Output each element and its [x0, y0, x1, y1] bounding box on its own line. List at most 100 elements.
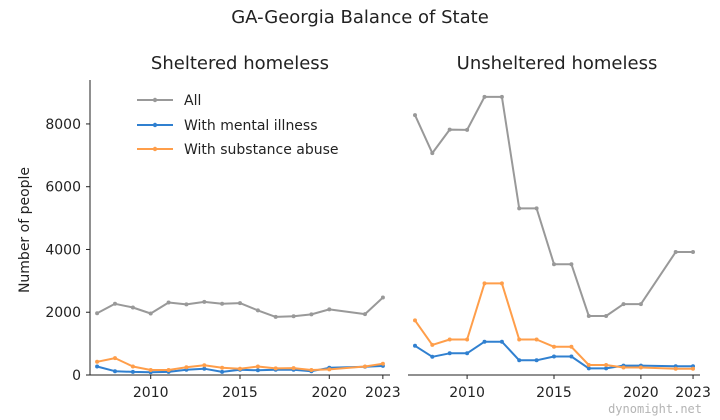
data-point-sheltered-substance-abuse-2009	[130, 364, 135, 369]
legend-item-substance: With substance abuse	[137, 142, 339, 158]
data-point-unsheltered-all-2017	[586, 314, 591, 318]
data-point-unsheltered-mental-illness-2009	[447, 351, 452, 356]
data-point-sheltered-mental-illness-2007	[95, 364, 100, 369]
legend-label-substance: With substance abuse	[184, 142, 339, 158]
data-point-unsheltered-substance-abuse-2016	[569, 344, 574, 349]
legend-item-all: All	[137, 93, 201, 109]
data-point-sheltered-substance-abuse-2011	[166, 368, 171, 372]
data-point-sheltered-substance-abuse-2019	[309, 368, 314, 372]
y-tick-label-8000: 8000	[45, 117, 81, 133]
data-point-sheltered-substance-abuse-2023	[380, 361, 385, 366]
data-point-unsheltered-mental-illness-2012	[499, 339, 504, 344]
data-point-unsheltered-mental-illness-2018	[604, 366, 609, 371]
x-tick-label-sheltered-2020: 2020	[311, 385, 347, 401]
data-point-unsheltered-all-2015	[552, 262, 556, 267]
series-line-sheltered-substance-abuse	[96, 357, 384, 371]
data-point-unsheltered-substance-abuse-2015	[552, 344, 556, 349]
data-point-sheltered-substance-abuse-2022	[363, 364, 367, 369]
legend-label-all: All	[184, 93, 201, 109]
data-point-unsheltered-mental-illness-2017	[586, 366, 591, 371]
x-tick-label-unsheltered-2020: 2020	[623, 385, 659, 401]
y-tick-label-2000: 2000	[45, 305, 81, 321]
data-point-sheltered-all-2013	[202, 299, 207, 304]
data-point-sheltered-all-2008	[113, 301, 117, 306]
panel-sheltered: 2010 2015 2020 2023 0 2000 4000 6000 8000	[45, 80, 401, 401]
data-point-unsheltered-mental-illness-2007	[413, 343, 417, 348]
series-line-unsheltered-substance-abuse	[414, 282, 693, 370]
data-point-sheltered-all-2016	[255, 308, 260, 313]
data-point-unsheltered-mental-illness-2014	[534, 358, 539, 363]
data-point-sheltered-mental-illness-2014	[220, 369, 225, 374]
data-point-sheltered-all-2014	[220, 301, 225, 306]
data-point-unsheltered-substance-abuse-2007	[413, 318, 417, 323]
y-axis-label: Number of people	[17, 167, 33, 293]
y-tick-label-0: 0	[72, 368, 81, 384]
data-point-sheltered-substance-abuse-2007	[95, 359, 100, 364]
data-point-unsheltered-all-2011	[482, 94, 487, 99]
data-point-sheltered-all-2010	[148, 311, 153, 316]
panel-title-unsheltered: Unsheltered homeless	[457, 53, 658, 74]
data-point-sheltered-substance-abuse-2017	[273, 366, 278, 371]
data-point-unsheltered-all-2007	[413, 113, 417, 118]
panel-title-sheltered: Sheltered homeless	[151, 53, 329, 74]
data-point-sheltered-substance-abuse-2020	[327, 367, 332, 372]
data-point-unsheltered-substance-abuse-2010	[465, 337, 470, 342]
data-point-sheltered-substance-abuse-2012	[184, 365, 189, 370]
data-point-unsheltered-mental-illness-2015	[552, 354, 556, 359]
data-point-unsheltered-all-2013	[517, 206, 522, 211]
x-tick-label-unsheltered-2010: 2010	[449, 385, 485, 401]
panel-unsheltered: 2010 2015 2020 2023	[408, 94, 711, 401]
data-point-sheltered-mental-illness-2009	[130, 369, 135, 374]
data-point-unsheltered-mental-illness-2013	[517, 358, 522, 363]
data-point-unsheltered-substance-abuse-2009	[447, 337, 452, 342]
legend: All With mental illness With substance a…	[137, 93, 339, 158]
y-tick-label-6000: 6000	[45, 180, 81, 196]
legend-marker-substance	[152, 146, 158, 152]
data-point-unsheltered-all-2020	[638, 302, 643, 307]
data-point-sheltered-mental-illness-2008	[113, 369, 117, 374]
data-point-unsheltered-all-2022	[673, 250, 678, 254]
data-point-unsheltered-all-2019	[621, 302, 626, 307]
data-point-sheltered-all-2012	[184, 302, 189, 307]
data-point-sheltered-substance-abuse-2010	[148, 368, 153, 372]
data-point-unsheltered-substance-abuse-2014	[534, 337, 539, 342]
data-point-sheltered-substance-abuse-2016	[255, 364, 260, 369]
data-point-unsheltered-all-2008	[430, 151, 435, 156]
data-point-unsheltered-all-2009	[447, 127, 452, 132]
series-line-sheltered-all	[96, 296, 384, 318]
data-point-unsheltered-substance-abuse-2013	[517, 337, 522, 342]
data-point-sheltered-substance-abuse-2018	[291, 366, 296, 371]
data-point-unsheltered-substance-abuse-2017	[586, 363, 591, 367]
chart-title: GA-Georgia Balance of State	[231, 7, 489, 28]
data-point-sheltered-all-2022	[363, 312, 367, 317]
data-point-unsheltered-substance-abuse-2020	[638, 365, 643, 370]
data-point-sheltered-substance-abuse-2014	[220, 365, 225, 370]
data-point-sheltered-all-2019	[309, 312, 314, 317]
data-point-unsheltered-mental-illness-2010	[465, 351, 470, 356]
legend-item-mental: With mental illness	[137, 118, 318, 134]
legend-marker-all	[152, 97, 158, 103]
series-line-unsheltered-all	[414, 95, 693, 317]
data-point-unsheltered-all-2018	[604, 314, 609, 318]
data-point-unsheltered-substance-abuse-2023	[691, 366, 695, 371]
data-point-unsheltered-mental-illness-2016	[569, 354, 574, 359]
data-point-sheltered-all-2009	[130, 305, 135, 310]
data-point-unsheltered-substance-abuse-2022	[673, 366, 678, 371]
x-tick-label-unsheltered-2023: 2023	[675, 385, 711, 401]
data-point-sheltered-substance-abuse-2008	[113, 356, 117, 361]
legend-label-mental: With mental illness	[184, 118, 318, 134]
x-tick-label-sheltered-2010: 2010	[133, 385, 169, 401]
data-point-unsheltered-all-2014	[534, 206, 539, 211]
data-point-unsheltered-substance-abuse-2008	[430, 342, 435, 347]
data-point-sheltered-mental-illness-2013	[202, 366, 207, 371]
data-point-sheltered-all-2023	[380, 295, 385, 300]
data-point-unsheltered-all-2023	[691, 250, 695, 254]
data-point-unsheltered-substance-abuse-2018	[604, 363, 609, 367]
x-tick-label-unsheltered-2015: 2015	[536, 385, 572, 401]
data-point-sheltered-all-2020	[327, 307, 332, 312]
data-point-unsheltered-all-2010	[465, 127, 470, 132]
x-tick-label-sheltered-2015: 2015	[222, 385, 258, 401]
data-point-unsheltered-substance-abuse-2019	[621, 365, 626, 370]
data-point-sheltered-all-2017	[273, 314, 278, 319]
data-point-sheltered-mental-illness-2016	[255, 368, 260, 373]
